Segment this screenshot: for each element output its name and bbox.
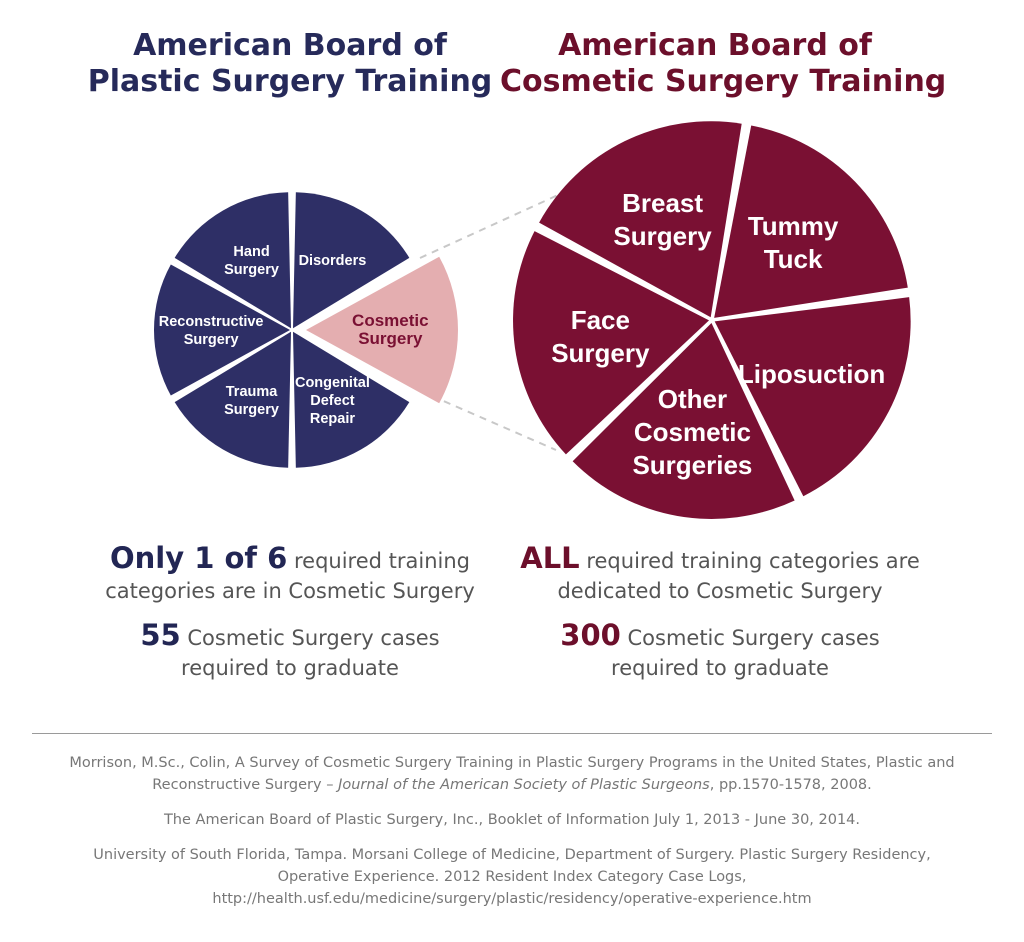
left-slice-label-hand-surgery-1: Surgery — [224, 262, 279, 278]
right-slice-tummy-tuck — [714, 125, 908, 318]
right-slice-label-breast-surgery-0: Breast — [622, 188, 703, 218]
right-title-line-2: Cosmetic Surgery Training — [500, 64, 947, 99]
right-slice-face-surgery — [513, 231, 710, 455]
left-stats: Only 1 of 6 required training categories… — [70, 543, 510, 697]
left-slice-label-congenital-defect-repair-2: Repair — [310, 411, 355, 427]
right-slice-label-other-cosmetic-surgeries-0: Other — [658, 384, 727, 414]
left-cases-text: 55 Cosmetic Surgery cases required to gr… — [70, 620, 510, 683]
right-cases-text: 300 Cosmetic Surgery cases required to g… — [500, 620, 940, 683]
references: Morrison, M.Sc., Colin, A Survey of Cosm… — [30, 752, 994, 923]
right-highlight: ALL — [520, 541, 580, 575]
right-slice-other-cosmetic-surgeries — [572, 322, 795, 519]
left-slice-label-hand-surgery-0: Hand — [233, 244, 269, 260]
right-slice-label-face-surgery-1: Surgery — [551, 338, 650, 368]
left-slice-label-disorders-0: Disorders — [299, 253, 367, 269]
ref1-part1: Morrison, M.Sc., Colin, A Survey of Cosm… — [69, 755, 955, 793]
left-slice-label-cosmetic-surgery-1: Surgery — [358, 329, 423, 348]
left-cases-number: 55 — [140, 618, 181, 652]
right-cases-number: 300 — [560, 618, 621, 652]
right-slice-label-other-cosmetic-surgeries-2: Surgeries — [632, 450, 752, 480]
ref3-line3: http://health.usf.edu/medicine/surgery/p… — [212, 891, 812, 907]
reference-3: University of South Florida, Tampa. Mors… — [30, 844, 994, 910]
left-cases-line2: required to graduate — [181, 656, 399, 680]
left-line2: categories are in Cosmetic Surgery — [105, 579, 475, 603]
ref1-part2: , pp.1570-1578, 2008. — [709, 777, 872, 793]
right-line1-rest: required training categories are — [579, 549, 920, 573]
left-slice-disorders — [293, 192, 410, 329]
ref1-journal: Journal of the American Society of Plast… — [338, 777, 710, 793]
left-title-line-1: American Board of — [133, 28, 447, 63]
left-slice-label-reconstructive-surgery-1: Surgery — [184, 332, 239, 348]
right-slice-breast-surgery — [539, 121, 742, 318]
ref3-line1: University of South Florida, Tampa. Mors… — [93, 847, 931, 863]
connector-bottom — [431, 395, 557, 451]
left-line1-rest: required training — [287, 549, 471, 573]
right-categories-text: ALL required training categories are ded… — [500, 543, 940, 606]
right-slice-label-face-surgery-0: Face — [571, 305, 630, 335]
zoom-connectors — [419, 194, 559, 451]
right-title-line-1: American Board of — [558, 28, 872, 63]
left-slice-label-trauma-surgery-0: Trauma — [226, 384, 279, 400]
left-slice-congenital-defect-repair — [293, 331, 410, 468]
left-title-line-2: Plastic Surgery Training — [87, 64, 493, 99]
left-slice-label-trauma-surgery-1: Surgery — [224, 402, 279, 418]
left-slice-label-reconstructive-surgery-0: Reconstructive — [159, 314, 264, 330]
right-line2: dedicated to Cosmetic Surgery — [557, 579, 883, 603]
left-slice-label-congenital-defect-repair-0: Congenital — [295, 375, 370, 391]
reference-1: Morrison, M.Sc., Colin, A Survey of Cosm… — [30, 752, 994, 796]
divider — [32, 733, 992, 734]
left-slice-reconstructive-surgery — [154, 264, 290, 396]
right-cases-line2: required to graduate — [611, 656, 829, 680]
right-slice-liposuction — [714, 297, 911, 497]
left-slice-trauma-surgery — [174, 331, 291, 468]
right-stats: ALL required training categories are ded… — [500, 543, 940, 697]
right-slice-label-liposuction-0: Liposuction — [738, 359, 885, 389]
left-cases-rest: Cosmetic Surgery cases — [180, 626, 440, 650]
left-pie-chart: DisordersCosmeticSurgeryCongenitalDefect… — [154, 192, 458, 468]
left-slice-cosmetic-surgery — [306, 256, 458, 404]
ref3-line2: Operative Experience. 2012 Resident Inde… — [277, 869, 747, 885]
right-cases-rest: Cosmetic Surgery cases — [620, 626, 880, 650]
left-chart-title: American Board of Plastic Surgery Traini… — [60, 28, 520, 100]
right-slice-label-breast-surgery-1: Surgery — [613, 221, 712, 251]
right-slice-label-tummy-tuck-1: Tuck — [764, 244, 823, 274]
left-categories-text: Only 1 of 6 required training categories… — [70, 543, 510, 606]
left-slice-label-congenital-defect-repair-1: Defect — [310, 393, 354, 409]
right-slice-label-other-cosmetic-surgeries-1: Cosmetic — [634, 417, 751, 447]
left-slice-label-cosmetic-surgery-0: Cosmetic — [352, 311, 429, 330]
reference-2: The American Board of Plastic Surgery, I… — [163, 812, 861, 828]
right-chart-title: American Board of Cosmetic Surgery Train… — [500, 28, 947, 100]
right-slice-label-tummy-tuck-0: Tummy — [748, 211, 839, 241]
left-highlight: Only 1 of 6 — [109, 541, 288, 575]
left-slice-hand-surgery — [174, 192, 291, 329]
